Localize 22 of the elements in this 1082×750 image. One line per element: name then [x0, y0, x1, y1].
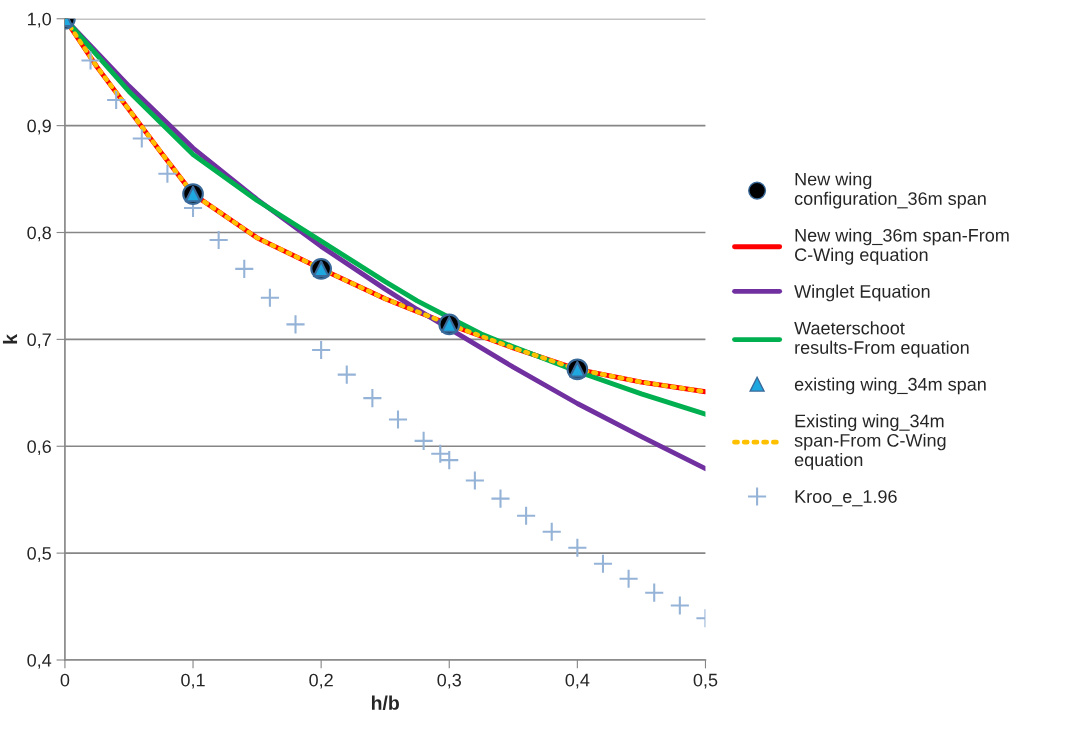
legend-label: New wing_36m span-From C-Wing equation — [795, 228, 1009, 265]
y-tick-label: 0,7 — [27, 333, 51, 349]
x-tick-label: 0,4 — [565, 673, 590, 689]
legend-label: Winglet Equation — [794, 284, 930, 302]
x-tick-label: 0,1 — [181, 673, 205, 689]
x-tick-label: 0,2 — [309, 673, 333, 689]
y-tick-label: 0,4 — [27, 653, 52, 669]
legend-label: existing wing_34m span — [794, 377, 986, 395]
y-tick-label: 0,9 — [27, 119, 51, 135]
x-tick-label: 0,5 — [693, 673, 718, 689]
y-tick-label: 0,8 — [27, 226, 51, 242]
legend-label: New wing configuration_36m span — [794, 172, 986, 209]
legend-label: Kroo_e_1.96 — [795, 490, 897, 507]
legend-label: Waeterschoot results-From equation — [794, 321, 969, 358]
y-tick-label: 0,5 — [27, 547, 51, 562]
y-tick-label: 0,6 — [27, 440, 51, 456]
legend-label: Existing wing_34m span-From C-Wing equation — [794, 414, 946, 470]
x-axis-title: h/b — [371, 695, 399, 711]
x-tick-label: 0 — [60, 673, 70, 687]
y-tick-label: 1,0 — [28, 12, 52, 28]
y-axis-title: k — [2, 333, 18, 344]
x-tick-label: 0,3 — [437, 673, 461, 689]
